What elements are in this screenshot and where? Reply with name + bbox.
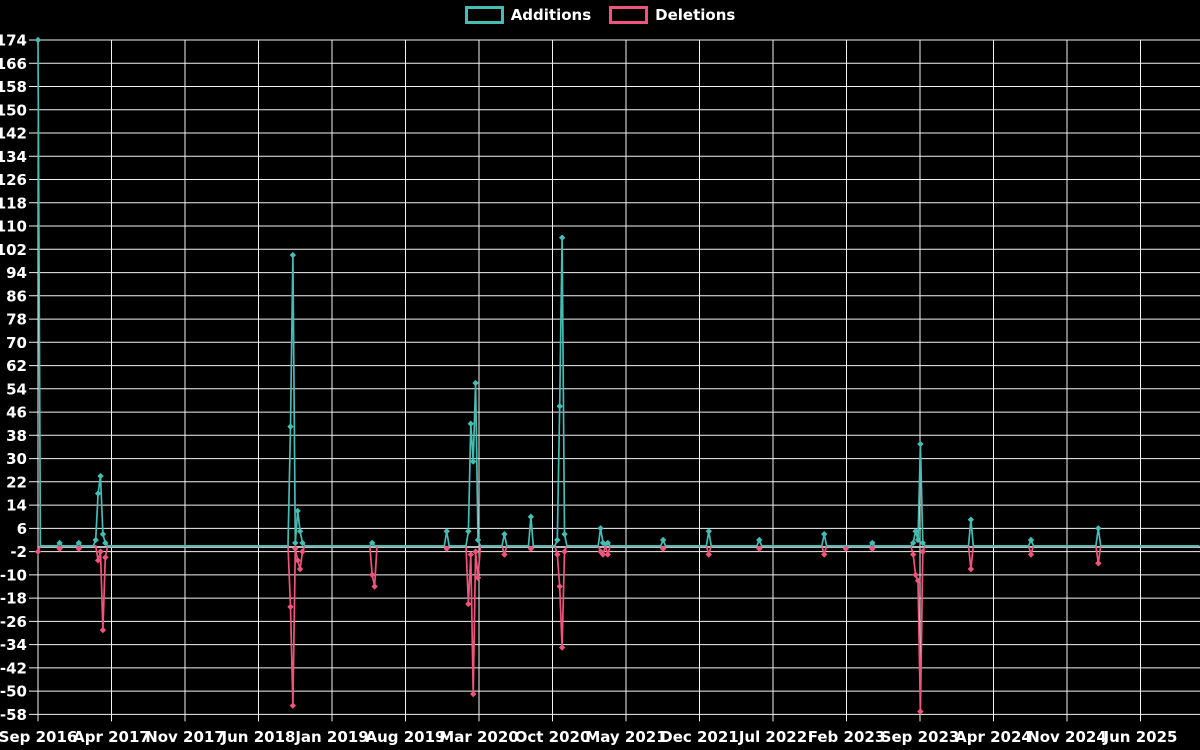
svg-text:Nov 2024: Nov 2024 (1027, 728, 1107, 746)
svg-text:Apr 2024: Apr 2024 (955, 728, 1032, 746)
legend-item-additions[interactable]: Additions (464, 5, 592, 24)
svg-text:Sep 2016: Sep 2016 (0, 728, 77, 746)
svg-text:Jan 2019: Jan 2019 (294, 728, 368, 746)
svg-text:-26: -26 (0, 613, 27, 631)
svg-text:Sep 2023: Sep 2023 (881, 728, 960, 746)
svg-text:134: 134 (0, 148, 27, 166)
svg-text:142: 142 (0, 125, 27, 143)
svg-text:-2: -2 (10, 543, 27, 561)
deletions-series (34, 542, 1200, 715)
svg-text:158: 158 (0, 78, 27, 96)
svg-text:Jul 2022: Jul 2022 (738, 728, 807, 746)
svg-text:14: 14 (6, 497, 27, 515)
svg-text:-42: -42 (0, 659, 27, 677)
svg-text:70: 70 (6, 334, 27, 352)
svg-text:54: 54 (6, 380, 27, 398)
svg-text:166: 166 (0, 55, 27, 73)
svg-text:22: 22 (6, 473, 27, 491)
gridlines (29, 39, 1200, 722)
svg-text:Aug 2019: Aug 2019 (366, 728, 446, 746)
svg-text:78: 78 (6, 311, 27, 329)
legend-item-deletions[interactable]: Deletions (609, 6, 735, 24)
y-axis-labels: 1741661581501421341261181101029486787062… (0, 32, 27, 724)
svg-text:Feb 2023: Feb 2023 (808, 728, 886, 746)
svg-text:110: 110 (0, 218, 27, 236)
svg-text:118: 118 (0, 194, 27, 212)
deletions-swatch (609, 6, 649, 24)
svg-text:Oct 2020: Oct 2020 (515, 728, 591, 746)
svg-text:-34: -34 (0, 636, 27, 654)
svg-text:6: 6 (17, 520, 27, 538)
svg-text:Nov 2017: Nov 2017 (145, 728, 225, 746)
svg-text:-58: -58 (0, 706, 27, 724)
svg-text:-10: -10 (0, 566, 27, 584)
svg-text:94: 94 (6, 264, 27, 282)
svg-text:86: 86 (6, 287, 27, 305)
svg-text:102: 102 (0, 241, 27, 259)
svg-text:Mar 2020: Mar 2020 (439, 728, 518, 746)
legend-label-additions: Additions (510, 5, 592, 24)
svg-text:30: 30 (6, 450, 27, 468)
chart-legend: Additions Deletions (0, 6, 1200, 24)
svg-text:62: 62 (6, 357, 27, 375)
svg-text:Dec 2021: Dec 2021 (660, 728, 739, 746)
svg-text:126: 126 (0, 171, 27, 189)
svg-text:Apr 2017: Apr 2017 (73, 728, 150, 746)
svg-text:-18: -18 (0, 590, 27, 608)
svg-text:38: 38 (6, 427, 27, 445)
additions-series (34, 36, 1200, 548)
legend-label-deletions: Deletions (655, 5, 736, 24)
svg-text:Jun 2025: Jun 2025 (1103, 728, 1178, 746)
additions-swatch (464, 6, 504, 24)
svg-text:Jun 2018: Jun 2018 (221, 728, 296, 746)
svg-text:-50: -50 (0, 683, 27, 701)
svg-text:174: 174 (0, 32, 27, 50)
svg-text:46: 46 (6, 404, 27, 422)
svg-text:150: 150 (0, 101, 27, 119)
svg-text:May 2021: May 2021 (585, 728, 666, 746)
